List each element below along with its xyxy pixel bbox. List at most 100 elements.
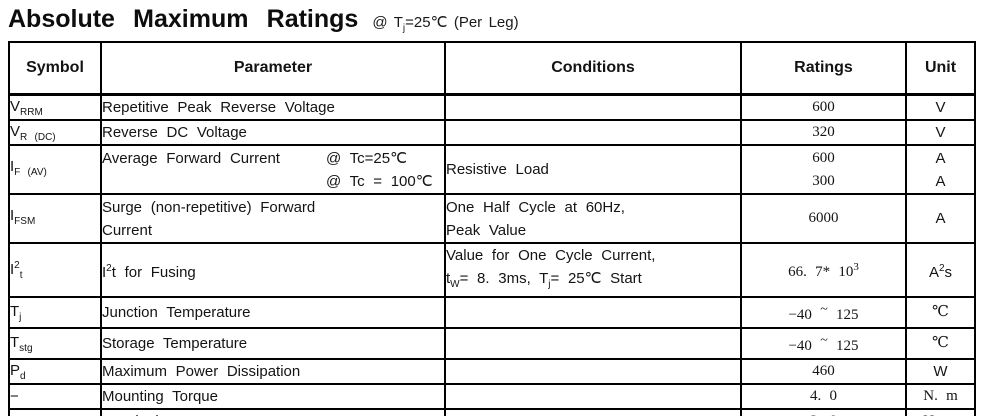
- rating-line1: 600: [812, 149, 835, 166]
- symbol-base: V: [10, 122, 21, 140]
- ratings-cell: 66. 7* 103: [740, 242, 907, 298]
- title-rest: =25℃ (Per Leg): [405, 14, 519, 31]
- unit-cell: W: [905, 358, 976, 385]
- parameter-text: Average Forward Current: [102, 149, 280, 167]
- table-row-i2t: I2t I2t for Fusing Value for One Cycle C…: [8, 242, 976, 298]
- note-tc25: @ Tc=25℃: [326, 149, 407, 167]
- cond-end: = 25℃ Start: [550, 270, 642, 287]
- unit-cell: A: [905, 193, 976, 244]
- parameter-cell: Maximum Power Dissipation: [100, 358, 446, 385]
- conditions-cell: [444, 408, 742, 416]
- symbol-sub: RRM: [20, 106, 43, 118]
- page-title: Absolute Maximum Ratings @ Tj=25℃ (Per Le…: [8, 5, 984, 34]
- symbol-cell: IF (AV): [8, 144, 102, 195]
- unit-line2: A: [935, 172, 946, 190]
- title-main: Absolute Maximum Ratings: [8, 5, 359, 33]
- symbol-sub: j: [19, 311, 22, 323]
- column-header-conditions: Conditions: [444, 41, 742, 96]
- symbol-cell: IFSM: [8, 193, 102, 244]
- rating-max: 125: [836, 338, 859, 354]
- ratings-cell: 460: [740, 358, 907, 385]
- symbol-base: T: [10, 333, 20, 351]
- symbol-sub: F (AV): [14, 167, 47, 178]
- symbol-cell: VRRM: [8, 93, 102, 121]
- symbol-base: I: [10, 207, 15, 224]
- symbol-dash: −: [10, 388, 19, 405]
- cond-tj-sub: j: [548, 279, 551, 290]
- rating-min: −40: [788, 338, 812, 354]
- symbol-cell: Tj: [8, 296, 102, 329]
- conditions-cell: [444, 383, 742, 410]
- symbol-cell: −: [8, 383, 102, 410]
- parameter-cell: Mounting Torque: [100, 383, 446, 410]
- parameter-line1: Surge (non-repetitive) Forward: [102, 198, 316, 216]
- table-row-tj: Tj Junction Temperature −40 ~ 125 ℃: [8, 296, 976, 329]
- unit-cell: N. m: [905, 408, 976, 416]
- ratings-cell: 3. 0: [740, 408, 907, 416]
- column-header-symbol: Symbol: [8, 41, 102, 96]
- rating-max: 125: [836, 307, 859, 323]
- parameter-cell: Average Forward Current @ Tc=25℃ @ Tc = 1…: [100, 144, 446, 195]
- note-tc100: @ Tc = 100℃: [326, 172, 433, 190]
- symbol-cell: Tstg: [8, 327, 102, 360]
- parameter-cell: I2t for Fusing: [100, 242, 446, 298]
- table-row-pd: Pd Maximum Power Dissipation 460 W: [8, 358, 976, 385]
- symbol-cell: Pd: [8, 358, 102, 385]
- conditions-line1: Value for One Cycle Current,: [446, 247, 656, 264]
- symbol-sub: d: [20, 370, 26, 382]
- unit-cell: N. m: [905, 383, 976, 410]
- unit-cell: A2s: [905, 242, 976, 298]
- parameter-sup: 2: [106, 262, 112, 274]
- ratings-cell: 600: [740, 93, 907, 121]
- ratings-cell: −40 ~ 125: [740, 296, 907, 329]
- conditions-cell: [444, 119, 742, 146]
- unit-line1: A: [935, 149, 946, 167]
- ratings-table: Symbol Parameter Conditions Ratings Unit…: [8, 41, 976, 416]
- conditions-cell: Resistive Load: [444, 144, 742, 195]
- symbol-base: V: [10, 97, 21, 115]
- parameter-temperature-notes: @ Tc=25℃ @ Tc = 100℃: [326, 147, 443, 192]
- column-header-unit: Unit: [905, 41, 976, 96]
- table-row-ifav: IF (AV) Average Forward Current @ Tc=25℃…: [8, 144, 976, 195]
- ratings-cell: 320: [740, 119, 907, 146]
- symbol-cell: VR (DC): [8, 119, 102, 146]
- rating-mantissa: 66. 7* 10: [788, 264, 854, 280]
- unit-cell: V: [905, 119, 976, 146]
- unit-cell: V: [905, 93, 976, 121]
- ratings-cell: −40 ~ 125: [740, 327, 907, 360]
- conditions-line1: One Half Cycle at 60Hz,: [446, 198, 625, 216]
- symbol-dash: −: [11, 413, 19, 416]
- parameter-pre: I: [102, 263, 107, 281]
- table-row-tstg: Tstg Storage Temperature −40 ~ 125 ℃: [8, 327, 976, 360]
- conditions-cell: [444, 93, 742, 121]
- range-tilde: ~: [820, 333, 828, 348]
- title-condition: @ Tj=25℃ (Per Leg): [372, 14, 519, 34]
- symbol-sub: t: [19, 269, 23, 281]
- conditions-line2: Peak Value: [446, 221, 527, 239]
- parameter-line2: Current: [102, 221, 153, 239]
- ratings-cell: 4. 0: [740, 383, 907, 410]
- parameter-cell: Storage Temperature: [100, 327, 446, 360]
- title-tj-sub: j: [402, 23, 406, 34]
- symbol-base: I: [10, 158, 15, 175]
- rating-exponent: 3: [853, 261, 859, 273]
- symbol-cell: I2t: [8, 242, 102, 298]
- conditions-line2: tW= 8. 3ms, Tj= 25℃ Start: [447, 270, 642, 290]
- conditions-cell: [444, 296, 742, 329]
- conditions-cell: Value for One Cycle Current, tW= 8. 3ms, …: [444, 242, 742, 298]
- table-row-ifsm: IFSM Surge (non-repetitive) Forward Curre…: [8, 193, 976, 244]
- ratings-cell: 6000: [740, 193, 907, 244]
- symbol-sub: FSM: [14, 216, 36, 227]
- parameter-cell: Surge (non-repetitive) Forward Current: [100, 193, 446, 244]
- symbol-sup: 2: [14, 259, 20, 271]
- symbol-base: P: [10, 361, 21, 379]
- range-tilde: ~: [820, 302, 828, 317]
- parameter-cell: Reverse DC Voltage: [100, 119, 446, 146]
- rating-min: −40: [788, 307, 812, 323]
- conditions-cell: [444, 358, 742, 385]
- cond-tw-sub: W: [450, 279, 460, 290]
- symbol-cell: −: [8, 408, 102, 416]
- unit-post: s: [944, 263, 953, 281]
- parameter-cell: Repetitive Peak Reverse Voltage: [100, 93, 446, 121]
- ratings-cell: 600 300: [740, 144, 907, 195]
